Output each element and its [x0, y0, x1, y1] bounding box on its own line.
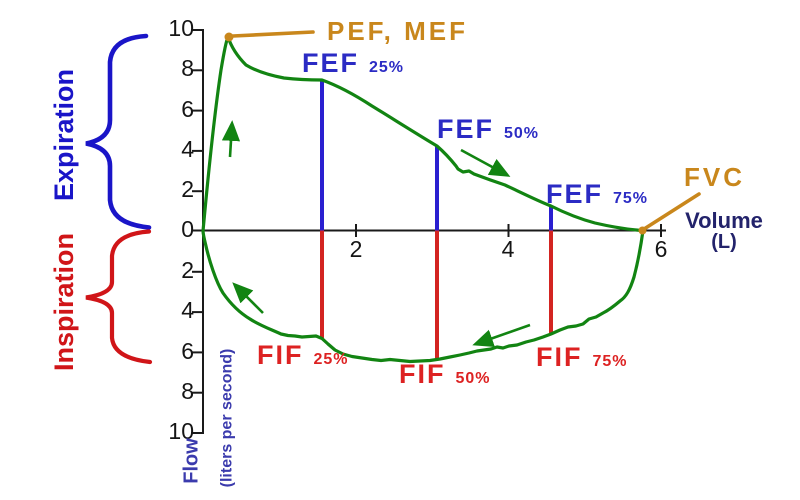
- x-tick-label-6: 6: [654, 236, 668, 262]
- y-tick-label-0: 0: [181, 216, 194, 242]
- fvc-label: FVC: [684, 162, 745, 192]
- inspiration-brace: [85, 229, 153, 365]
- y-axis-ticks: [191, 29, 204, 434]
- fef50-label: FEF 50%: [437, 114, 540, 144]
- expiration-up-arrow: [221, 120, 241, 158]
- x-axis-title: Volume (L): [668, 209, 780, 253]
- y-tick-label-6-up: 6: [181, 96, 194, 122]
- y-axis-units: (liters per second): [218, 348, 236, 488]
- inspiration-label: Inspiration: [48, 232, 79, 372]
- fef75-label-main: FEF: [546, 179, 603, 209]
- fif75-label-main: FIF: [536, 342, 583, 372]
- fif25-label-main: FIF: [257, 340, 304, 370]
- y-tick-label-4-up: 4: [181, 136, 194, 162]
- y-tick-label-10-up: 10: [168, 15, 194, 41]
- expiration-label: Expiration: [48, 68, 79, 202]
- y-tick-label-10-dn: 10: [168, 418, 194, 444]
- fef75-label-sub: 75%: [613, 190, 649, 207]
- pef-connector-line: [231, 30, 315, 38]
- fif25-label-sub: 25%: [313, 351, 349, 368]
- x-axis-title-line1: Volume: [685, 208, 763, 233]
- x-tick-label-2: 2: [349, 236, 363, 262]
- y-tick-label-2-up: 2: [181, 176, 194, 202]
- y-tick-label-4-dn: 4: [181, 297, 194, 323]
- fvc-connector-line: [640, 192, 701, 232]
- fef75-label: FEF 75%: [546, 179, 649, 209]
- x-axis-title-line2: (L): [711, 231, 737, 254]
- expiration-brace: [85, 33, 152, 230]
- fef50-label-main: FEF: [437, 114, 494, 144]
- fef25-label: FEF 25%: [302, 48, 405, 78]
- fef50-label-sub: 50%: [504, 125, 540, 142]
- x-axis-ticks: [355, 224, 662, 237]
- inspiration-upleft-arrow: [232, 282, 264, 314]
- y-tick-label-8-dn: 8: [181, 378, 194, 404]
- fif75-label-sub: 75%: [592, 353, 628, 370]
- fif75-label: FIF 75%: [536, 342, 628, 372]
- y-axis-title: Flow: [180, 438, 203, 484]
- pef-mef-label: PEF, MEF: [327, 16, 469, 46]
- fef25-label-sub: 25%: [369, 59, 405, 76]
- fif50-label-sub: 50%: [455, 370, 491, 387]
- y-tick-label-6-dn: 6: [181, 338, 194, 364]
- pef-point-dot: [224, 32, 234, 42]
- x-tick-label-4: 4: [501, 236, 515, 262]
- inspiration-left-arrow: [472, 323, 531, 347]
- expiration-down-arrow: [460, 148, 511, 177]
- fif25-label: FIF 25%: [257, 340, 349, 370]
- flow-direction-arrows: [221, 120, 531, 347]
- fif50-label-main: FIF: [399, 359, 446, 389]
- fif50-label: FIF 50%: [399, 359, 491, 389]
- flow-volume-loop-curve: [201, 35, 645, 364]
- y-tick-label-2-dn: 2: [181, 257, 194, 283]
- fef25-label-main: FEF: [302, 48, 359, 78]
- y-tick-label-8-up: 8: [181, 55, 194, 81]
